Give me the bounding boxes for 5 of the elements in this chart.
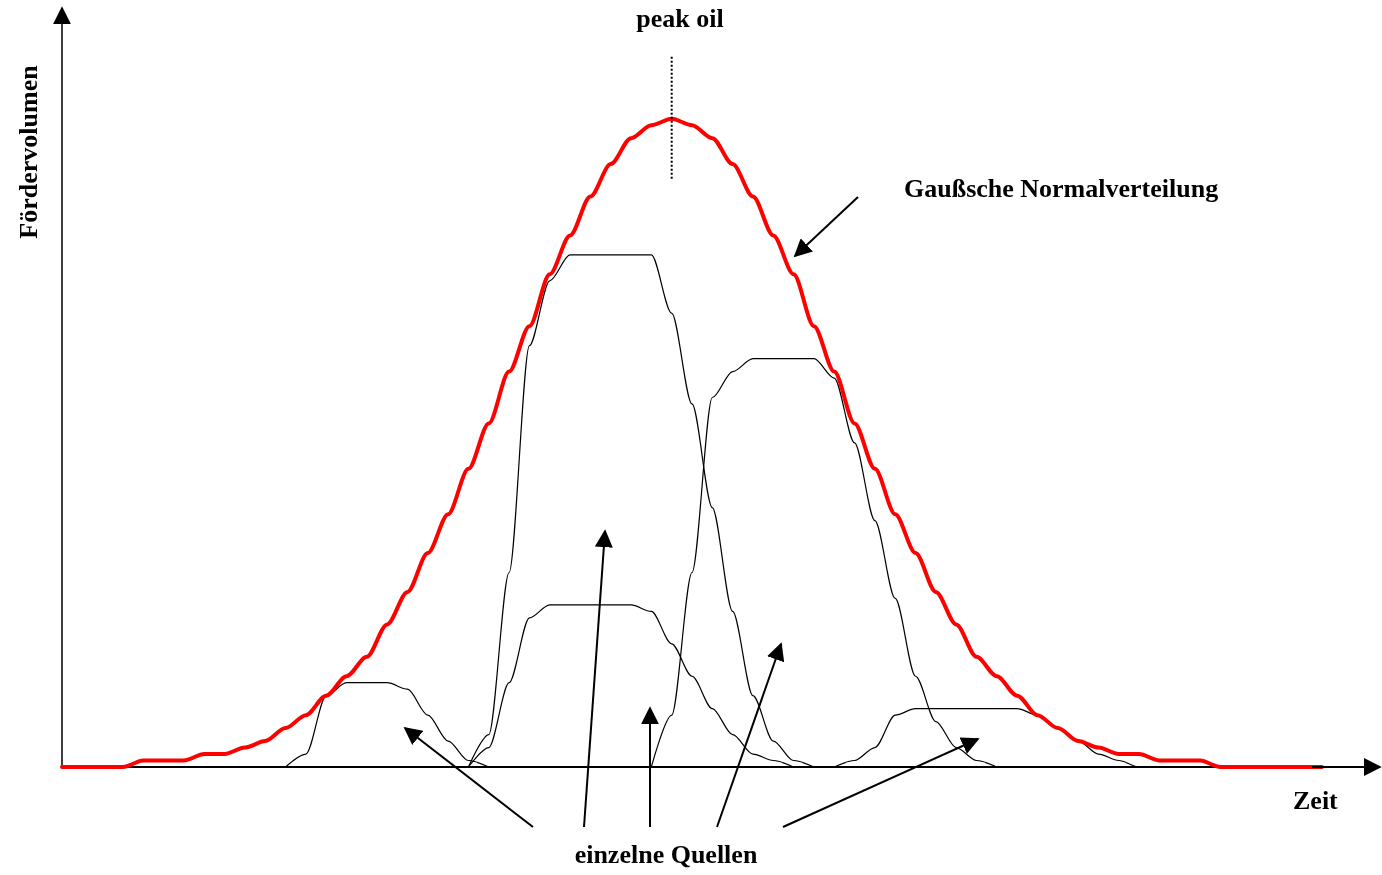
annotation: Gaußsche Normalverteilung [904, 174, 1219, 204]
y-axis-title: Fördervolumen [14, 64, 44, 241]
text: peak oil [635, 4, 725, 34]
x-axis-title: Zeit [1293, 786, 1338, 816]
text: einzelne Quellen [573, 840, 759, 870]
